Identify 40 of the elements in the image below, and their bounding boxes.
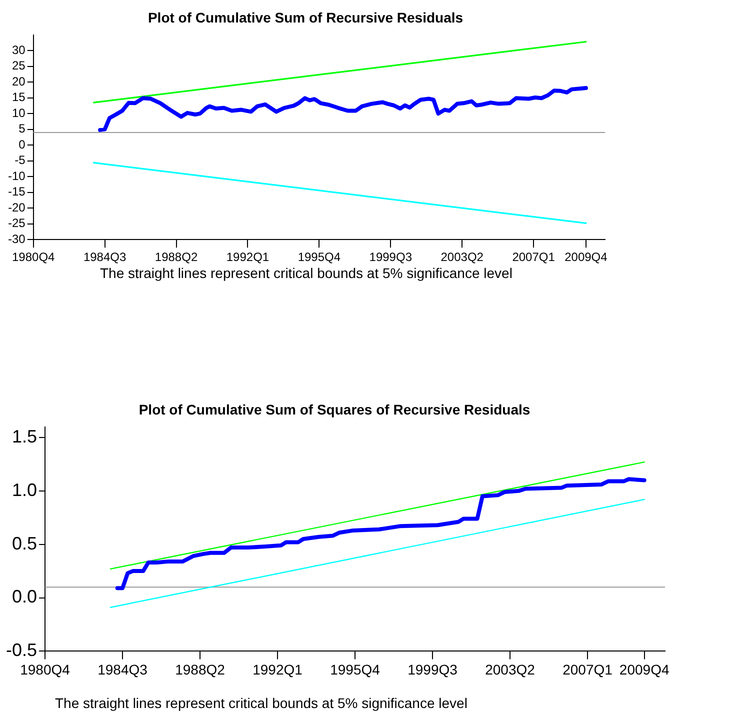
text: The straight lines represent critical bounds at 5% significance level — [100, 265, 512, 281]
y-tick-label: 10 — [12, 106, 26, 120]
y-tick-label: -15 — [8, 184, 26, 199]
x-tick-label: 1984Q3 — [98, 661, 148, 678]
y-tick-label: -25 — [8, 216, 26, 230]
x-tick-label: 1980Q4 — [20, 661, 70, 678]
x-tick-label: 2007Q1 — [512, 250, 556, 264]
y-tick-label: -10 — [8, 168, 26, 183]
x-tick-label: 1992Q1 — [226, 250, 270, 264]
x-tick-label: 1992Q1 — [252, 661, 303, 678]
text: The straight lines represent critical bounds at 5% significance level — [55, 695, 468, 711]
y-tick-label: -5 — [14, 153, 26, 168]
x-tick-label: 2009Q4 — [564, 250, 608, 264]
x-tick-label: 1980Q4 — [12, 250, 56, 264]
x-tick-label: 1995Q4 — [298, 250, 341, 264]
x-tick-label: 2009Q4 — [619, 661, 670, 678]
x-tick-label: 1999Q3 — [408, 661, 458, 678]
y-tick-label: 0.5 — [12, 533, 38, 554]
chart-title: Plot of Cumulative Sum of Recursive Residuals — [148, 9, 464, 26]
x-tick-label: 2007Q1 — [562, 661, 613, 678]
x-tick-label: 1999Q3 — [369, 250, 412, 264]
x-tick-label: 1995Q4 — [330, 661, 380, 678]
y-tick-label: 15 — [12, 90, 26, 104]
y-tick-label: 30 — [12, 42, 26, 57]
chart-title: Plot of Cumulative Sum of Squares of Recursive Residuals — [138, 401, 530, 418]
x-tick-label: 1984Q3 — [83, 250, 126, 264]
y-tick-label: 1.5 — [12, 426, 38, 446]
y-tick-label: 20 — [12, 74, 26, 88]
y-tick-label: 25 — [12, 58, 26, 73]
x-tick-label: 2003Q2 — [440, 250, 484, 264]
y-tick-label: 5 — [18, 122, 26, 136]
x-tick-label: 1988Q2 — [175, 661, 226, 678]
x-tick-label: 2003Q2 — [485, 661, 536, 678]
y-tick-label: -20 — [8, 200, 26, 214]
y-tick-label: -30 — [8, 232, 26, 246]
x-tick-label: 1988Q2 — [154, 250, 198, 264]
y-tick-label: 0.0 — [12, 586, 38, 607]
y-tick-label: 1.0 — [12, 480, 38, 500]
y-tick-label: -0.5 — [6, 640, 38, 660]
y-tick-label: 0 — [18, 137, 26, 152]
